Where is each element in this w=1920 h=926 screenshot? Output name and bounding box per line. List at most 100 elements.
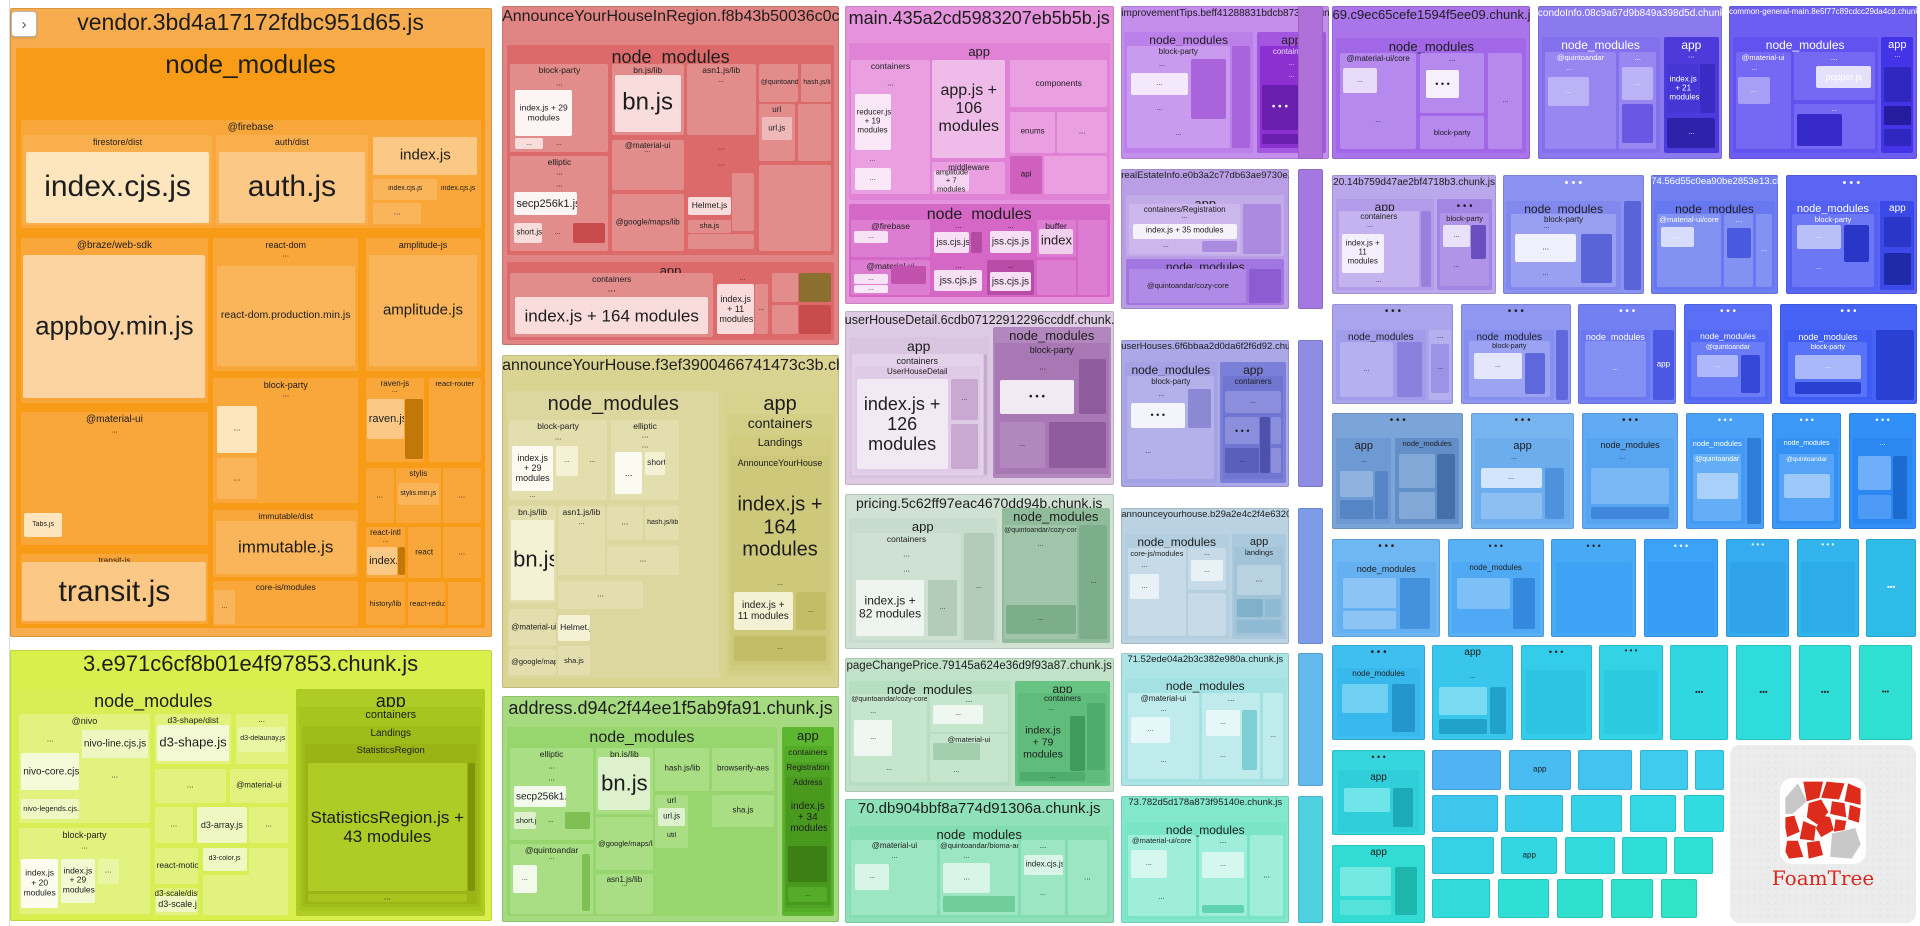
- treemap-group[interactable]: node_modules...: [1336, 329, 1426, 400]
- treemap-cell[interactable]: index.js + 164 modules: [515, 297, 708, 335]
- treemap-cell[interactable]: [1737, 108, 1789, 146]
- treemap-group[interactable]: ... jss.cjs.js: [987, 220, 1034, 257]
- treemap-group[interactable]: app containers... reducer.js + 19 modules.…: [848, 43, 1110, 200]
- treemap-cell[interactable]: ...: [558, 580, 643, 610]
- treemap-group[interactable]: ... jss.cjs.js: [987, 259, 1034, 295]
- treemap-group[interactable]: @braze/web-sdk appboy.min.js: [20, 238, 209, 404]
- treemap-group[interactable]: ...... Helmet.js sha.js: [686, 139, 756, 251]
- treemap-group[interactable]: Landings AnnounceYourHouse index.js + 164 …: [728, 435, 832, 670]
- treemap-group[interactable]: node_modules @quintoandar: [1689, 438, 1745, 525]
- chunk-r4-1[interactable]: • • • app... node_modules: [1332, 412, 1464, 529]
- treemap-cell[interactable]: [1398, 491, 1435, 519]
- chunk-70[interactable]: 70.db904bbf8a774d91306a.chunk.js node_mod…: [844, 799, 1114, 924]
- treemap-cell[interactable]: ...: [442, 527, 481, 579]
- chunk-announce-region[interactable]: AnnounceYourHouseInRegion.f8b43b50036c0c…: [502, 6, 840, 345]
- treemap-cell[interactable]: • • •: [1130, 403, 1185, 428]
- treemap-cell[interactable]: [689, 88, 753, 133]
- treemap-group[interactable]: Registration Address index.js + 34 modules…: [784, 762, 831, 909]
- treemap-cell[interactable]: [575, 90, 605, 137]
- treemap-cell[interactable]: ...: [512, 179, 606, 190]
- treemap-cell[interactable]: [579, 192, 605, 215]
- chunk-r6-2[interactable]: app...: [1432, 645, 1513, 740]
- treemap-group[interactable]: block-party............: [1126, 46, 1230, 148]
- treemap-cell[interactable]: [1696, 226, 1717, 248]
- treemap-cell[interactable]: [1729, 562, 1786, 634]
- treemap-cell[interactable]: [1078, 220, 1107, 295]
- treemap-cell[interactable]: ...: [511, 773, 591, 785]
- treemap-group[interactable]: containers... index.js + 164 modules: [510, 272, 714, 337]
- treemap-group[interactable]: node_modules: [1395, 438, 1460, 525]
- treemap-cell[interactable]: index.cjs.js: [1023, 855, 1063, 875]
- treemap-cell[interactable]: [568, 786, 591, 807]
- treemap-group[interactable]: @material-ui/core......: [1127, 835, 1196, 917]
- treemap-group[interactable]: node_modules @quintoandar/cozy-core: [1126, 258, 1285, 306]
- treemap-cell[interactable]: [993, 852, 1016, 893]
- treemap-cell[interactable]: secp256k1.js: [513, 786, 566, 807]
- treemap-cell[interactable]: [1456, 578, 1510, 610]
- treemap-cell[interactable]: d3-array.js: [197, 807, 247, 844]
- treemap-cell[interactable]: [564, 812, 591, 829]
- treemap-group[interactable]: app containers... index.js + 79 modules...: [1015, 681, 1110, 787]
- treemap-cell[interactable]: ...: [1480, 467, 1542, 489]
- treemap-cell[interactable]: sha.js: [688, 219, 731, 234]
- treemap-group[interactable]: node_modules block-party............: [1124, 31, 1253, 153]
- treemap-cell[interactable]: ...: [1023, 877, 1063, 911]
- treemap-cell[interactable]: sha.js: [558, 646, 590, 676]
- treemap-cell[interactable]: ...: [1130, 849, 1168, 878]
- chunk-r5-1[interactable]: • • • node_modules: [1332, 538, 1440, 638]
- treemap-cell[interactable]: raven.js: [366, 398, 405, 439]
- treemap-group[interactable]: @material-ui.........: [1127, 692, 1199, 780]
- treemap-cell[interactable]: ...: [154, 807, 193, 844]
- treemap-group[interactable]: node_modules @quintoandar...: [1687, 329, 1769, 400]
- treemap-cell[interactable]: [538, 864, 591, 893]
- treemap-cell[interactable]: short.js: [645, 452, 666, 475]
- treemap-group[interactable]: node_modules block-party... • • •...: [992, 326, 1111, 479]
- treemap-cell[interactable]: ...: [687, 157, 756, 170]
- treemap-group[interactable]: @firebase...: [851, 220, 930, 257]
- treemap-cell[interactable]: index.js + 11 modules: [717, 284, 754, 335]
- chunk-73[interactable]: 73.782d5d178a873f95140e.chunk.js node_mod…: [1121, 796, 1290, 924]
- treemap-cell[interactable]: ...: [213, 250, 359, 261]
- treemap-cell[interactable]: hash.js/lib: [645, 505, 680, 541]
- treemap-cell[interactable]: [1580, 234, 1613, 283]
- treemap-cell[interactable]: Tabs.js: [24, 513, 62, 538]
- treemap-cell[interactable]: [1264, 598, 1281, 617]
- treemap-cell[interactable]: [984, 705, 1005, 724]
- treemap-cell[interactable]: [798, 272, 831, 303]
- strip-4e[interactable]: [1660, 878, 1698, 918]
- strip-3c[interactable]: [1564, 837, 1615, 875]
- treemap-cell[interactable]: [1875, 329, 1915, 400]
- treemap-cell[interactable]: ...: [1514, 234, 1577, 263]
- treemap-group[interactable]: ... jss.cjs.js: [932, 259, 985, 295]
- treemap-cell[interactable]: ...: [514, 283, 709, 295]
- treemap-cell[interactable]: ...: [1341, 276, 1416, 285]
- treemap-cell[interactable]: [81, 794, 148, 819]
- treemap-group[interactable]: @quintoandar......: [509, 843, 594, 914]
- treemap-cell[interactable]: ...: [1205, 709, 1241, 736]
- treemap-cell[interactable]: ...: [21, 425, 209, 436]
- treemap-cell[interactable]: ...: [598, 881, 650, 888]
- treemap-cell[interactable]: ...: [97, 858, 119, 885]
- treemap-cell[interactable]: [1437, 453, 1456, 519]
- treemap-cell[interactable]: ...: [951, 379, 978, 420]
- treemap-cell[interactable]: [556, 479, 605, 493]
- treemap-cell[interactable]: ...: [1431, 343, 1449, 393]
- treemap-cell[interactable]: [1747, 438, 1762, 525]
- treemap-cell[interactable]: StatisticsRegion.js + 43 modules: [307, 763, 467, 891]
- treemap-group[interactable]: StatisticsRegion StatisticsRegion.js + 43…: [304, 743, 477, 904]
- treemap-cell[interactable]: ...: [1439, 670, 1507, 683]
- treemap-cell[interactable]: [1783, 473, 1830, 498]
- treemap-cell[interactable]: ...: [999, 421, 1045, 469]
- treemap-cell[interactable]: sha.js: [711, 794, 774, 827]
- treemap-cell[interactable]: ...: [366, 387, 425, 395]
- treemap-group[interactable]: [771, 272, 831, 337]
- treemap-group[interactable]: ......: [1198, 835, 1248, 917]
- treemap-group[interactable]: node_modules @material-ui......... popper.…: [1732, 36, 1878, 153]
- treemap-cell[interactable]: [1271, 448, 1281, 473]
- treemap-cell[interactable]: [1471, 224, 1487, 259]
- treemap-cell[interactable]: ...: [854, 168, 891, 190]
- treemap-cell[interactable]: [1525, 353, 1545, 394]
- treemap-cell[interactable]: ...: [513, 864, 537, 893]
- treemap-cell[interactable]: ...: [1796, 225, 1842, 249]
- treemap-cell[interactable]: d3-shape.js: [156, 725, 230, 762]
